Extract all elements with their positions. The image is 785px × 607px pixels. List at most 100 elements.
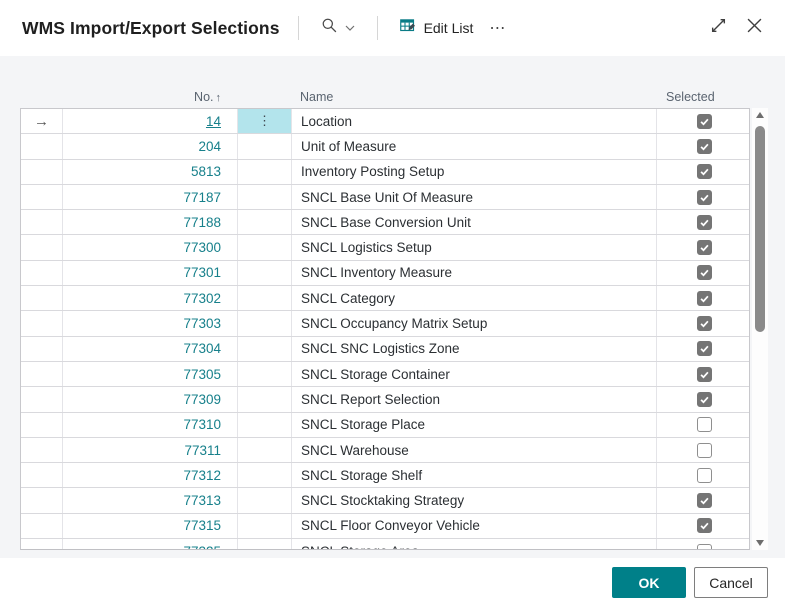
row-menu-cell[interactable]: ⋮ (238, 286, 292, 311)
table-row[interactable]: → 77309 ⋮ SNCL Report Selection (21, 387, 749, 413)
no-link[interactable]: 77325 (183, 544, 221, 549)
name-cell[interactable]: SNCL Storage Container (292, 361, 657, 387)
no-link[interactable]: 77310 (183, 417, 221, 433)
no-cell[interactable]: 77301 (63, 260, 238, 286)
no-link[interactable]: 77187 (183, 189, 221, 205)
row-menu-cell[interactable]: ⋮ (238, 311, 292, 336)
table-row[interactable]: → 77303 ⋮ SNCL Occupancy Matrix Setup (21, 311, 749, 337)
selected-checkbox[interactable] (696, 391, 712, 407)
row-menu-cell[interactable]: ⋮ (238, 361, 292, 387)
no-cell[interactable]: 77300 (63, 235, 238, 260)
row-menu-cell[interactable]: ⋮ (238, 513, 292, 539)
expand-button[interactable] (707, 17, 729, 39)
selected-checkbox[interactable] (696, 265, 712, 281)
no-column-header[interactable]: No. ↑ (194, 89, 221, 104)
no-cell[interactable]: 204 (63, 134, 238, 159)
name-cell[interactable]: SNCL Storage Area (292, 539, 657, 549)
row-menu-cell[interactable]: ⋮ (238, 210, 292, 235)
no-link[interactable]: 77315 (183, 518, 221, 534)
row-selector-cell[interactable]: → (21, 361, 63, 387)
name-cell[interactable]: SNCL Logistics Setup (292, 235, 657, 260)
no-cell[interactable]: 77187 (63, 184, 238, 210)
table-row[interactable]: → 77188 ⋮ SNCL Base Conversion Unit (21, 210, 749, 236)
more-options-button[interactable]: ⋯ (489, 20, 507, 37)
row-selector-cell[interactable]: → (21, 539, 63, 549)
no-link[interactable]: 77309 (183, 391, 221, 407)
row-menu-cell[interactable]: ⋮ (238, 235, 292, 260)
row-menu-cell[interactable]: ⋮ (238, 488, 292, 513)
no-link[interactable]: 77300 (183, 240, 221, 256)
table-row[interactable]: → 77302 ⋮ SNCL Category (21, 286, 749, 312)
selected-checkbox[interactable] (696, 366, 712, 382)
no-cell[interactable]: 77325 (63, 539, 238, 549)
close-button[interactable] (743, 17, 765, 39)
table-row[interactable]: → 77300 ⋮ SNCL Logistics Setup (21, 235, 749, 261)
table-row[interactable]: → 77305 ⋮ SNCL Storage Container (21, 361, 749, 388)
no-cell[interactable]: 14 (63, 109, 238, 134)
row-selector-cell[interactable]: → (21, 437, 63, 463)
selected-checkbox[interactable] (696, 316, 712, 332)
name-cell[interactable]: SNCL Category (292, 286, 657, 311)
no-link[interactable]: 77304 (183, 341, 221, 357)
selected-checkbox[interactable] (696, 442, 712, 458)
no-link[interactable]: 204 (198, 138, 221, 154)
selected-checkbox[interactable] (696, 214, 712, 230)
table-row[interactable]: → 77301 ⋮ SNCL Inventory Measure (21, 260, 749, 287)
no-cell[interactable]: 77309 (63, 387, 238, 412)
selected-checkbox[interactable] (696, 518, 712, 534)
table-row[interactable]: → 77325 ⋮ SNCL Storage Area (21, 539, 749, 549)
no-cell[interactable]: 77303 (63, 311, 238, 336)
selected-checkbox[interactable] (696, 543, 712, 549)
row-menu-cell[interactable]: ⋮ (238, 109, 292, 134)
table-row[interactable]: → 77304 ⋮ SNCL SNC Logistics Zone (21, 336, 749, 362)
no-cell[interactable]: 77311 (63, 437, 238, 463)
selected-checkbox[interactable] (696, 189, 712, 205)
no-link[interactable]: 77302 (183, 290, 221, 306)
ok-button[interactable]: OK (612, 567, 686, 598)
name-cell[interactable]: Location (292, 109, 657, 134)
name-column-header[interactable]: Name (300, 89, 334, 104)
scroll-up-button[interactable] (752, 108, 768, 122)
row-selector-cell[interactable]: → (21, 513, 63, 539)
row-menu-cell[interactable]: ⋮ (238, 336, 292, 361)
table-row[interactable]: → 77187 ⋮ SNCL Base Unit Of Measure (21, 184, 749, 211)
selected-checkbox[interactable] (696, 240, 712, 256)
row-menu-cell[interactable]: ⋮ (238, 437, 292, 463)
table-row[interactable]: → 77315 ⋮ SNCL Floor Conveyor Vehicle (21, 513, 749, 540)
selected-checkbox[interactable] (696, 467, 712, 483)
no-link[interactable]: 77305 (183, 366, 221, 382)
selected-column-header[interactable]: Selected (666, 89, 715, 104)
row-menu-cell[interactable]: ⋮ (238, 387, 292, 412)
row-selector-cell[interactable]: → (21, 210, 63, 235)
no-cell[interactable]: 5813 (63, 159, 238, 184)
row-menu-cell[interactable]: ⋮ (238, 260, 292, 286)
name-cell[interactable]: SNCL Base Conversion Unit (292, 210, 657, 235)
no-link[interactable]: 77301 (183, 265, 221, 281)
row-menu-cell[interactable]: ⋮ (238, 463, 292, 488)
row-options-icon[interactable]: ⋮ (258, 113, 271, 129)
selected-checkbox[interactable] (696, 290, 712, 306)
edit-list-button[interactable]: Edit List (392, 11, 482, 45)
name-cell[interactable]: SNCL Storage Place (292, 412, 657, 437)
no-link[interactable]: 77311 (184, 442, 221, 458)
no-cell[interactable]: 77302 (63, 286, 238, 311)
selected-checkbox[interactable] (696, 417, 712, 433)
selected-checkbox[interactable] (696, 164, 712, 180)
row-menu-cell[interactable]: ⋮ (238, 159, 292, 184)
table-row[interactable]: → 77310 ⋮ SNCL Storage Place (21, 412, 749, 438)
table-row[interactable]: → 77311 ⋮ SNCL Warehouse (21, 437, 749, 464)
row-selector-cell[interactable]: → (21, 235, 63, 260)
table-row[interactable]: → 204 ⋮ Unit of Measure (21, 134, 749, 160)
table-row[interactable]: → 77313 ⋮ SNCL Stocktaking Strategy (21, 488, 749, 514)
cancel-button[interactable]: Cancel (694, 567, 768, 598)
name-cell[interactable]: SNCL Stocktaking Strategy (292, 488, 657, 513)
row-selector-cell[interactable]: → (21, 109, 63, 134)
row-selector-cell[interactable]: → (21, 184, 63, 210)
row-selector-cell[interactable]: → (21, 387, 63, 412)
vertical-scrollbar[interactable] (752, 108, 768, 550)
row-selector-cell[interactable]: → (21, 311, 63, 336)
row-menu-cell[interactable]: ⋮ (238, 184, 292, 210)
name-cell[interactable]: SNCL Base Unit Of Measure (292, 184, 657, 210)
row-selector-cell[interactable]: → (21, 412, 63, 437)
selected-checkbox[interactable] (696, 113, 712, 129)
